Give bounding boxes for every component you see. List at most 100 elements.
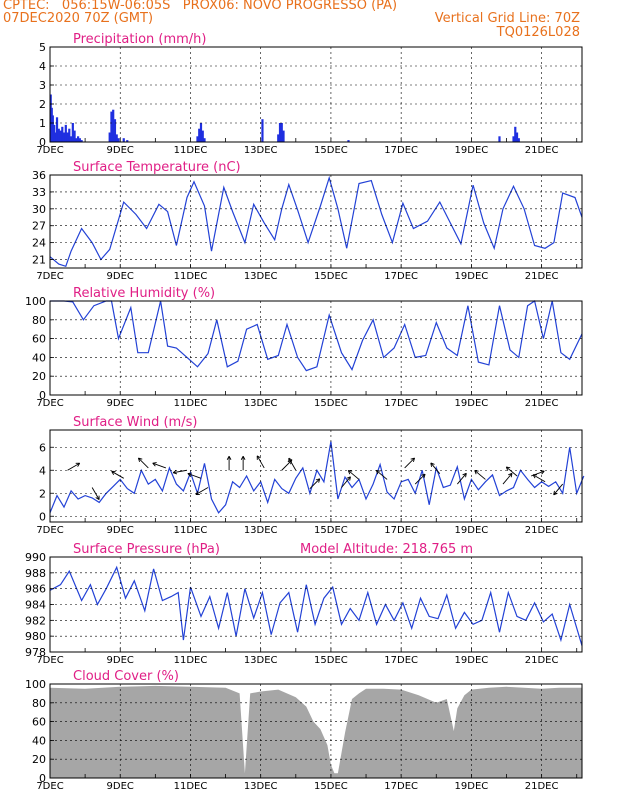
precip-bar	[51, 115, 54, 142]
precip-bar	[282, 130, 285, 142]
wind-arrow	[173, 469, 188, 474]
precip-bar	[117, 138, 120, 142]
wind-arrow-head	[474, 470, 479, 475]
x-tick-label: 13DEC	[244, 398, 278, 409]
precip-bar	[80, 140, 83, 142]
x-tick-label: 19DEC	[455, 525, 489, 536]
x-tick-label: 21DEC	[525, 525, 559, 536]
wind-arrow	[506, 466, 518, 477]
x-tick-label: 9DEC	[107, 525, 134, 536]
y-tick-label: 988	[25, 567, 46, 580]
wind-arrow	[502, 473, 513, 485]
cloud-cover-area	[50, 685, 582, 778]
wind-arrow	[430, 462, 441, 474]
wind-arrow-head	[226, 456, 232, 460]
x-tick-label: 19DEC	[455, 781, 489, 792]
wind-arrow	[404, 457, 415, 469]
wind-arrow-head	[430, 462, 435, 467]
wind-arrow-head	[172, 469, 178, 475]
y-tick-label: 36	[32, 169, 46, 182]
wind-arrow-head	[137, 457, 143, 463]
wind-arrow	[152, 462, 167, 469]
series-line	[49, 175, 583, 268]
wind-arrow-head	[111, 470, 116, 475]
y-tick-label: 60	[32, 716, 46, 729]
y-tick-label: 3	[39, 79, 46, 92]
x-tick-label: 19DEC	[455, 655, 489, 666]
x-tick-label: 17DEC	[384, 398, 418, 409]
wind-arrow	[256, 455, 265, 469]
panel-frame	[49, 300, 583, 396]
series-line	[49, 565, 583, 646]
y-tick-label: 100	[25, 295, 46, 308]
panel-title: Surface Temperature (nC)	[73, 160, 241, 175]
precip-bar	[201, 130, 204, 142]
y-tick-label: 5	[39, 41, 46, 54]
x-tick-label: 7DEC	[36, 525, 63, 536]
wind-arrow	[288, 457, 297, 471]
x-tick-label: 15DEC	[314, 781, 348, 792]
wind-arrow-head	[508, 472, 513, 478]
x-tick-label: 13DEC	[244, 525, 278, 536]
precip-bar	[73, 130, 76, 142]
header-model-id: TQ0126L028	[496, 25, 580, 40]
y-tick-label: 982	[25, 614, 46, 627]
wind-arrow	[111, 470, 124, 479]
precip-bar	[78, 138, 81, 142]
y-tick-label: 100	[25, 678, 46, 691]
series-line	[50, 300, 583, 372]
y-tick-label: 40	[32, 351, 46, 364]
x-tick-label: 15DEC	[314, 398, 348, 409]
wind-arrow	[187, 473, 202, 479]
x-tick-label: 13DEC	[244, 145, 278, 156]
x-tick-label: 17DEC	[384, 145, 418, 156]
precip-bar	[261, 119, 264, 142]
x-tick-label: 9DEC	[107, 655, 134, 666]
precip-bar	[347, 140, 350, 142]
y-tick-label: 2	[39, 98, 46, 111]
y-tick-label: 0	[39, 136, 46, 149]
wind-arrows	[67, 455, 564, 501]
x-tick-label: 11DEC	[174, 781, 208, 792]
precip-bar	[113, 119, 117, 142]
y-tick-label: 2	[39, 487, 46, 500]
y-tick-label: 978	[25, 646, 46, 659]
wind-arrow	[532, 474, 546, 483]
x-tick-label: 9DEC	[107, 398, 134, 409]
wind-arrow-head	[256, 455, 261, 460]
x-tick-label: 11DEC	[174, 271, 208, 282]
panel-5: 978 980 982 984 986 988 990 7DEC 9DEC 11DEC 13DEC 1…	[25, 542, 583, 666]
x-tick-label: 21DEC	[525, 398, 559, 409]
x-tick-label: 11DEC	[174, 525, 208, 536]
precip-bar	[512, 136, 515, 142]
x-tick-label: 21DEC	[525, 781, 559, 792]
wind-arrow	[553, 483, 564, 496]
x-tick-label: 21DEC	[525, 145, 559, 156]
x-tick-label: 11DEC	[174, 398, 208, 409]
wind-arrow-head	[152, 462, 157, 467]
panel-frame	[49, 46, 583, 143]
precip-bar	[517, 138, 520, 142]
precip-bar	[61, 126, 64, 142]
y-tick-label: 1	[39, 117, 46, 130]
wind-arrow	[456, 473, 467, 485]
x-tick-label: 7DEC	[36, 655, 63, 666]
wind-arrow-head	[288, 457, 293, 463]
y-tick-label: 21	[32, 254, 46, 267]
series-line	[49, 441, 585, 514]
wind-arrow-head	[505, 466, 511, 471]
wind-arrow-head	[532, 474, 538, 479]
precip-bar	[108, 132, 111, 142]
precip-bar	[112, 109, 115, 142]
y-tick-label: 4	[39, 60, 46, 73]
panel-title: Surface Pressure (hPa)	[73, 542, 220, 557]
y-tick-label: 986	[25, 583, 46, 596]
precip-bar	[66, 132, 69, 142]
panel-frame	[49, 429, 583, 523]
x-tick-label: 13DEC	[244, 781, 278, 792]
y-tick-label: 20	[32, 753, 46, 766]
wind-arrow-head	[462, 472, 467, 478]
precip-bar	[199, 123, 203, 142]
precip-bar	[115, 134, 118, 142]
x-tick-label: 7DEC	[36, 271, 63, 282]
